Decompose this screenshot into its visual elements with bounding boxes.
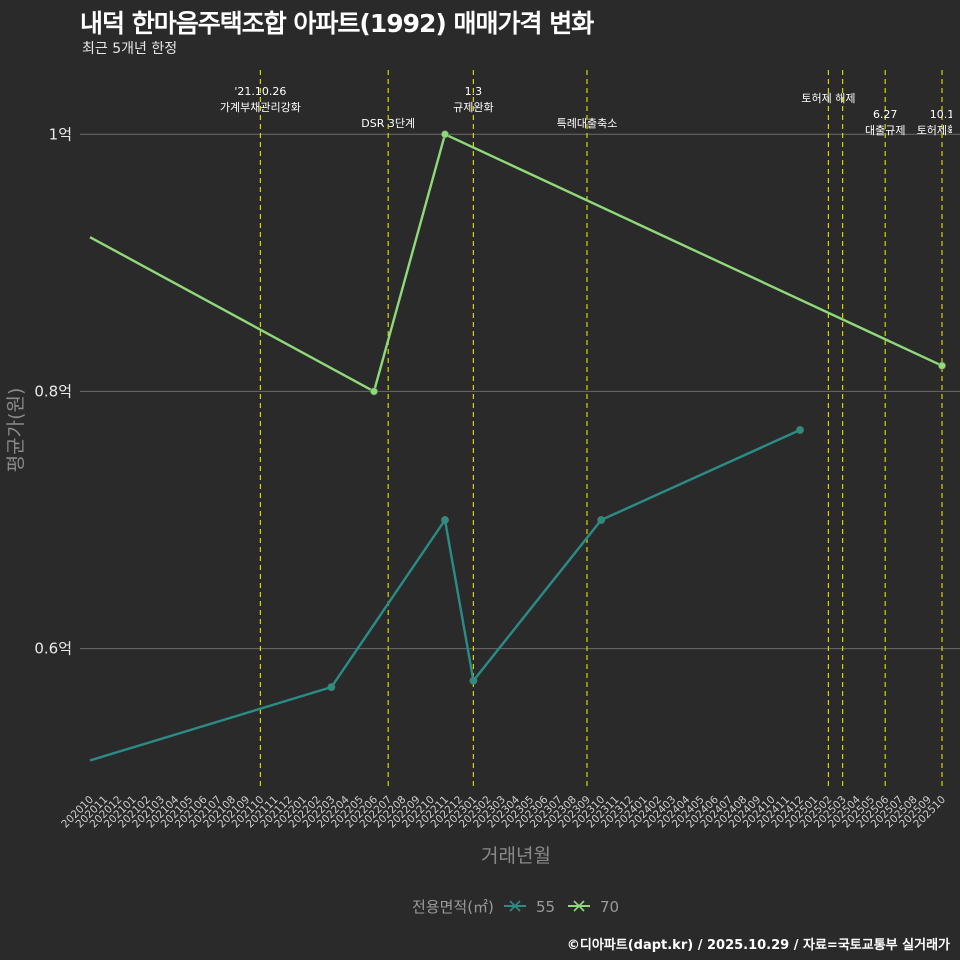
data-point-55 [469, 676, 478, 685]
data-point-70 [938, 361, 946, 370]
event-label: DSR 3단계 [361, 117, 415, 130]
legend-key-mark [573, 900, 585, 912]
legend-title: 전용면적(㎡) [412, 898, 494, 916]
event-label: 대출규제 [865, 124, 905, 137]
x-axis-title: 거래년월 [481, 845, 551, 867]
chart-subtitle: 최근 5개년 한정 [82, 41, 178, 57]
y-tick-layer: 0.6억 0.8억 1억 [34, 125, 72, 657]
chart-title: 내덕 한마음주택조합 아파트(1992) 매매가격 변화 [80, 9, 594, 38]
data-point-70 [370, 387, 378, 396]
event-label: 특례대출축소 [557, 117, 618, 130]
legend: 전용면적(㎡) 55 70 [412, 898, 619, 916]
event-label: 토허제 해제 [801, 91, 855, 105]
event-label: 1.3 [465, 85, 483, 98]
data-point-55 [597, 516, 606, 524]
series-line-70 [89, 133, 943, 393]
x-tick-layer: 2020102020112020122021012021022021032021… [59, 793, 948, 830]
event-label: 토허제확대 [917, 124, 960, 137]
y-tick-label: 0.8억 [34, 382, 72, 400]
legend-label: 70 [600, 898, 619, 916]
event-label: 가계부채관리강화 [220, 101, 301, 114]
event-label: 규제완화 [453, 101, 493, 114]
data-point-70 [441, 130, 449, 139]
y-tick-label: 0.6억 [34, 640, 72, 658]
grid-layer [80, 133, 960, 650]
series-layer [89, 130, 946, 762]
event-label: '21.10.26 [234, 85, 286, 98]
data-point-55 [327, 683, 336, 692]
y-axis-title: 평균가(원) [5, 388, 27, 473]
data-point-55 [796, 426, 804, 434]
legend-label: 55 [536, 898, 555, 916]
series-line-55 [89, 428, 801, 762]
legend-key-mark [509, 900, 521, 912]
y-tick-label: 1억 [49, 125, 72, 143]
event-label: 6.27 [873, 108, 898, 121]
source-caption: ©디아파트(dapt.kr) / 2025.10.29 / 자료=국토교통부 실… [566, 938, 950, 953]
data-point-55 [441, 516, 449, 524]
event-label: 10.1 [930, 108, 955, 121]
